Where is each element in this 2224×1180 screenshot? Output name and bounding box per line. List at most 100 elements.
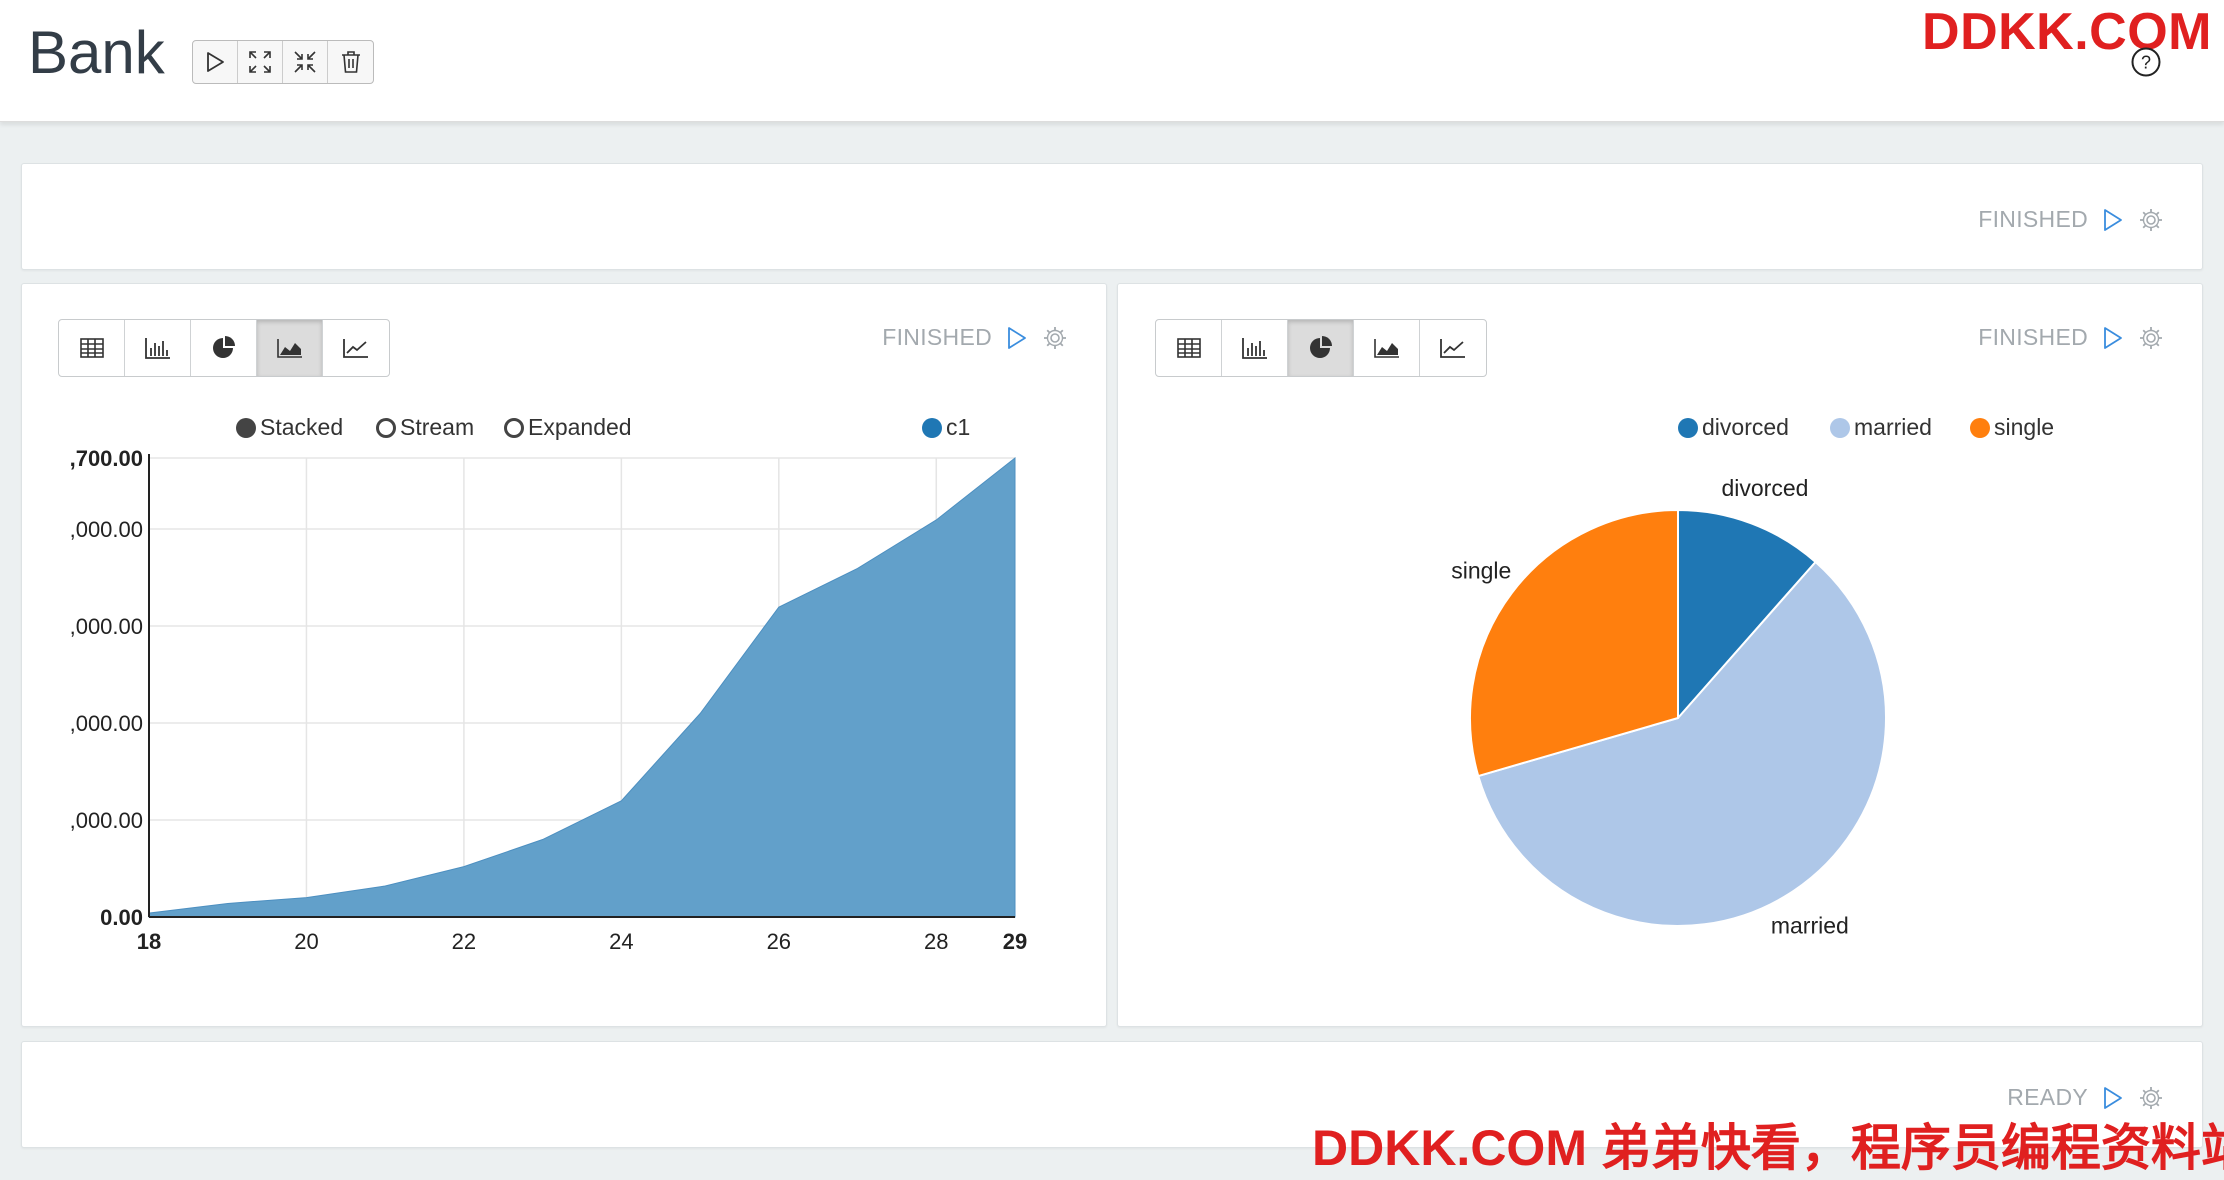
pie-chart-icon [212,336,235,358]
expand-icon [249,51,271,73]
play-icon [207,52,224,72]
area-series-c1 [148,456,1016,918]
pie-legend-label: married [1854,414,1932,440]
bar-chart-button[interactable] [125,320,191,376]
pie-slice-single [1469,508,1679,778]
area-chart-icon [276,339,302,358]
gear-icon[interactable] [2138,1085,2164,1111]
visualization-switcher [58,319,390,377]
show-hide-code-button[interactable] [238,41,283,83]
notebook-toolbar [192,40,374,84]
series-legend-label: c1 [946,414,971,440]
legend-swatch [1830,417,1850,438]
run-paragraph-icon[interactable] [2102,1085,2124,1111]
legend-swatch [1970,417,1990,438]
stack-option-stream[interactable]: Stream [376,414,474,441]
notebook-header: Bank DDKK.COM ? [0,0,2224,122]
pie-legend-married[interactable]: married [1830,414,1932,441]
paragraph-3: FINISHED divorced married single divorce… [1117,283,2203,1027]
stack-option-expanded[interactable]: Expanded [504,414,632,441]
run-paragraph-icon[interactable] [2102,207,2124,233]
table-view-button[interactable] [59,320,125,376]
watermark-bottom: DDKK.COM 弟弟快看，程序员编程资料站 [1312,1120,2224,1176]
x-tick-label: 22 [452,929,476,954]
notebook-title[interactable]: Bank [28,19,165,86]
x-tick-label: 20 [294,929,318,954]
pie-legend-label: divorced [1702,414,1789,440]
x-tick-label: 26 [767,929,791,954]
paragraph-controls: FINISHED [882,324,1068,351]
bar-chart-icon [144,338,170,359]
gear-icon[interactable] [2138,325,2164,351]
area-chart: ,700.00 ,000.00 ,000.00 ,000.00 ,000.00 0.001… [70,446,1028,954]
pie-legend-label: single [1994,414,2055,440]
question-circle-icon[interactable]: ? [2130,46,2162,83]
pie-chart-icon [1309,336,1332,358]
legend-swatch [1678,417,1698,438]
paragraph-controls: READY [2007,1084,2164,1111]
bar-chart-icon [1241,338,1267,359]
bar-chart-button[interactable] [1222,320,1288,376]
pie-slice-married [1477,560,1887,927]
y-tick-label: ,700.00 [70,446,143,471]
paragraph-status: FINISHED [882,324,992,350]
stack-option-label: Stream [400,414,475,440]
line-chart-icon [1440,339,1465,358]
y-tick-label: 0.00 [100,905,143,930]
x-tick-label: 18 [137,929,161,954]
paragraph-4: READY [21,1041,2203,1148]
pie-legend-divorced[interactable]: divorced [1678,414,1789,441]
pie-slice-label: married [1771,913,1849,939]
table-icon [79,338,104,358]
trash-icon [341,51,360,73]
table-view-button[interactable] [1156,320,1222,376]
run-paragraph-icon[interactable] [2102,325,2124,351]
paragraph-1: FINISHED [21,163,2203,270]
pie-slice-label: single [1451,557,1511,583]
run-all-button[interactable] [193,41,238,83]
gear-icon[interactable] [1042,325,1068,351]
radio-filled-icon [236,417,256,438]
gear-icon[interactable] [2138,207,2164,233]
svg-text:?: ? [2141,53,2151,73]
watermark-top: DDKK.COM [1922,3,2212,61]
visualization-switcher [1155,319,1487,377]
pie-slice-divorced [1677,508,1817,721]
radio-empty-icon [504,417,524,438]
x-tick-label: 28 [924,929,948,954]
x-tick-label: 24 [609,929,633,954]
paragraph-status: FINISHED [1978,206,2088,232]
show-hide-output-button[interactable] [283,41,328,83]
table-icon [1176,338,1201,358]
paragraph-2: FINISHED Stacked Stream Expanded c1 ,700… [21,283,1107,1027]
y-tick-label: ,000.00 [70,517,143,542]
paragraph-controls: FINISHED [1978,206,2164,233]
line-chart-icon [343,339,368,358]
y-tick-label: ,000.00 [70,614,143,639]
pie-chart: divorced married single [1451,475,1887,939]
stack-option-stacked[interactable]: Stacked [236,414,343,441]
pie-chart-button[interactable] [1288,320,1354,376]
area-chart-button[interactable] [1354,320,1420,376]
radio-empty-icon [376,417,396,438]
paragraph-status: READY [2007,1084,2088,1110]
paragraph-status: FINISHED [1978,324,2088,350]
line-chart-button[interactable] [323,320,389,376]
series-legend-c1[interactable]: c1 [922,414,970,441]
x-tick-label: 29 [1003,929,1027,954]
y-tick-label: ,000.00 [70,808,143,833]
run-paragraph-icon[interactable] [1006,325,1028,351]
pie-slice-label: divorced [1721,475,1808,501]
collapse-icon [294,51,316,73]
clear-output-button[interactable] [328,41,373,83]
y-tick-label: ,000.00 [70,711,143,736]
stack-option-label: Expanded [528,414,632,440]
pie-chart-button[interactable] [191,320,257,376]
area-chart-button[interactable] [257,320,323,376]
stack-option-label: Stacked [260,414,344,440]
pie-legend-single[interactable]: single [1970,414,2054,441]
area-chart-icon [1373,339,1399,358]
legend-swatch [922,417,942,438]
paragraph-controls: FINISHED [1978,324,2164,351]
line-chart-button[interactable] [1420,320,1486,376]
